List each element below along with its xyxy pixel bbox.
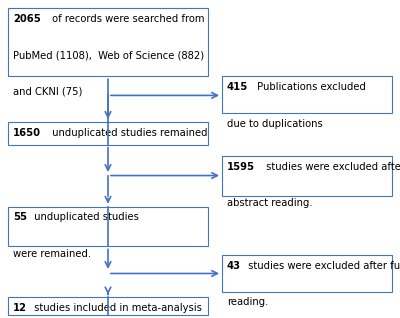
Text: were remained.: were remained. <box>13 249 91 259</box>
Text: Publications excluded: Publications excluded <box>254 82 366 92</box>
FancyBboxPatch shape <box>8 207 208 246</box>
Text: PubMed (1108),  Web of Science (882): PubMed (1108), Web of Science (882) <box>13 50 204 60</box>
Text: abstract reading.: abstract reading. <box>227 198 312 208</box>
FancyBboxPatch shape <box>222 255 392 292</box>
FancyBboxPatch shape <box>222 76 392 113</box>
FancyBboxPatch shape <box>222 156 392 196</box>
Text: 2065: 2065 <box>13 14 40 24</box>
Text: 415: 415 <box>227 82 248 92</box>
Text: 1595: 1595 <box>227 162 255 171</box>
FancyBboxPatch shape <box>8 297 208 315</box>
Text: studies were excluded after title and: studies were excluded after title and <box>263 162 400 171</box>
Text: 55: 55 <box>13 212 27 222</box>
Text: due to duplications: due to duplications <box>227 119 322 128</box>
Text: unduplicated studies remained: unduplicated studies remained <box>49 128 208 137</box>
Text: studies included in meta-analysis: studies included in meta-analysis <box>31 303 202 313</box>
Text: 43: 43 <box>227 261 241 271</box>
Text: unduplicated studies: unduplicated studies <box>31 212 139 222</box>
FancyBboxPatch shape <box>8 8 208 76</box>
FancyBboxPatch shape <box>8 122 208 145</box>
Text: 1650: 1650 <box>13 128 41 137</box>
Text: and CKNI (75): and CKNI (75) <box>13 87 82 97</box>
Text: 12: 12 <box>13 303 27 313</box>
Text: reading.: reading. <box>227 297 268 307</box>
Text: studies were excluded after full text: studies were excluded after full text <box>245 261 400 271</box>
Text: of records were searched from: of records were searched from <box>49 14 204 24</box>
